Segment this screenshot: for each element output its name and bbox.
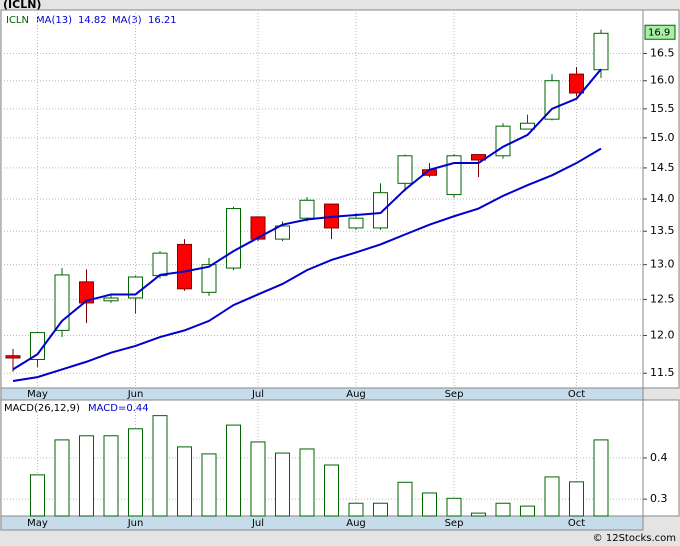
y-tick-label: 16.0 xyxy=(650,74,675,87)
ma-line xyxy=(12,68,602,371)
legend-value: 14.82 xyxy=(78,15,107,26)
last-price-box xyxy=(644,24,676,40)
y-tick-label: 14.0 xyxy=(650,192,675,205)
x-tick-label: Aug xyxy=(346,389,366,400)
bar xyxy=(593,439,609,517)
y-tick-label: 11.5 xyxy=(650,366,675,379)
candle-body xyxy=(569,73,584,94)
macd-axis xyxy=(642,399,680,517)
x-tick-label: Aug xyxy=(346,518,366,529)
x-tick-label: Sep xyxy=(445,389,464,400)
legend-label: MA(3) xyxy=(112,15,142,26)
candle-body xyxy=(79,281,94,304)
x-tick-label: Jul xyxy=(251,518,264,529)
bar xyxy=(324,464,339,517)
candle-body xyxy=(250,216,266,240)
legend-label: MA(13) xyxy=(36,15,72,26)
bar xyxy=(201,453,217,517)
bar xyxy=(103,435,119,517)
credit: © 12Stocks.com xyxy=(593,533,676,544)
bar xyxy=(30,474,45,517)
bar xyxy=(471,512,486,517)
candle-body xyxy=(177,243,192,290)
candle-body xyxy=(275,225,290,240)
x-tick-label: Sep xyxy=(445,518,464,529)
bar xyxy=(250,441,266,517)
bar xyxy=(177,446,192,517)
candle-body xyxy=(446,155,462,196)
y-tick-label: 12.0 xyxy=(650,329,675,342)
bar xyxy=(397,481,413,517)
chart-title: (ICLN) xyxy=(3,0,41,11)
candle-body xyxy=(201,264,217,293)
bar xyxy=(348,502,364,517)
bar xyxy=(569,481,584,517)
candle-body xyxy=(103,297,119,302)
macd-title: MACD(26,12,9) xyxy=(4,403,80,414)
candle-body xyxy=(348,217,364,229)
bar xyxy=(373,502,388,517)
y-tick-label: 0.4 xyxy=(650,451,668,464)
legend-symbol: ICLN xyxy=(6,15,29,26)
bar xyxy=(54,439,70,517)
candle-body xyxy=(152,252,168,277)
bar xyxy=(275,452,290,517)
x-tick-label: Oct xyxy=(568,518,585,529)
legend-value: 16.21 xyxy=(148,15,177,26)
candle-body xyxy=(397,155,413,184)
candle-body xyxy=(520,122,535,130)
y-tick-label: 14.5 xyxy=(650,161,675,174)
last-price-label: 16.9 xyxy=(648,27,670,38)
candle-body xyxy=(373,192,388,229)
month-strip xyxy=(0,515,644,531)
x-tick-label: Jun xyxy=(127,389,144,400)
bar xyxy=(495,502,511,517)
bar xyxy=(446,497,462,517)
bar xyxy=(152,415,168,517)
x-tick-label: Jul xyxy=(251,389,264,400)
bar xyxy=(422,492,437,517)
candle-body xyxy=(5,355,21,359)
y-tick-label: 16.5 xyxy=(650,46,675,59)
x-tick-label: May xyxy=(27,389,48,400)
bar xyxy=(299,448,315,517)
candle-body xyxy=(495,125,511,157)
y-tick-label: 15.0 xyxy=(650,131,675,144)
x-tick-label: Jun xyxy=(127,518,144,529)
x-tick-label: Oct xyxy=(568,389,585,400)
candle-body xyxy=(54,274,70,331)
bar xyxy=(226,424,241,517)
x-tick-label: May xyxy=(27,518,48,529)
candle-body xyxy=(544,80,560,120)
price-axis xyxy=(642,9,680,389)
y-tick-label: 0.3 xyxy=(650,492,668,505)
y-tick-label: 13.0 xyxy=(650,258,675,271)
candle-body xyxy=(593,32,609,71)
candle-body xyxy=(299,199,315,219)
ma-line xyxy=(12,147,602,382)
y-tick-label: 15.5 xyxy=(650,102,675,115)
y-tick-label: 12.5 xyxy=(650,292,675,305)
bar xyxy=(544,476,560,517)
bar xyxy=(79,435,94,517)
month-strip xyxy=(0,387,644,401)
bar xyxy=(520,505,535,517)
y-tick-label: 13.5 xyxy=(650,224,675,237)
candle-body xyxy=(226,208,241,269)
bar xyxy=(128,428,143,517)
macd-annotation: MACD=0.44 xyxy=(88,403,149,414)
